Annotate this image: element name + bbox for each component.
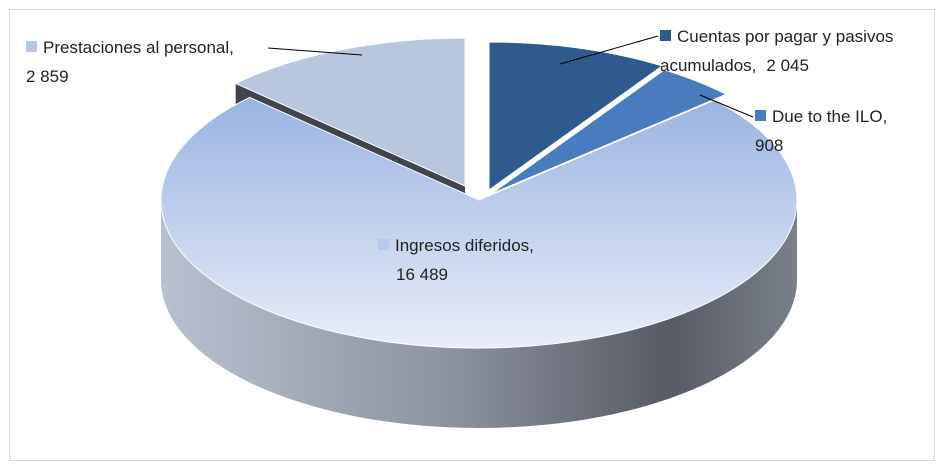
label-name: Due to the ILO, [772, 107, 888, 126]
label-value: 908 [755, 136, 784, 155]
label-name: Prestaciones al personal, [43, 38, 234, 57]
leader-line [559, 35, 659, 65]
pie-slice [160, 96, 798, 349]
data-label: Prestaciones al personal, 2 859 [26, 33, 326, 91]
label-value: 2 859 [26, 67, 69, 86]
chart-frame [9, 9, 935, 461]
leader-line [267, 47, 363, 56]
pie-slice [488, 41, 664, 191]
data-label: Ingresos diferidos, 16 489 [378, 231, 628, 289]
label-value: 2 045 [766, 56, 809, 75]
leader-line [699, 94, 754, 118]
pie-slice [490, 69, 728, 195]
legend-swatch [26, 41, 37, 52]
label-name: Cuentas por pagar y pasivos acumulados, [660, 27, 894, 75]
label-name: Ingresos diferidos, [395, 236, 534, 255]
data-label: Cuentas por pagar y pasivos acumulados, 2… [660, 22, 910, 80]
legend-swatch [378, 239, 389, 250]
pie-slice [234, 37, 466, 187]
data-label: Due to the ILO, 908 [755, 102, 915, 160]
legend-swatch [755, 110, 766, 121]
legend-swatch [660, 30, 671, 41]
label-value: 16 489 [396, 265, 448, 284]
slice-side [161, 200, 797, 428]
